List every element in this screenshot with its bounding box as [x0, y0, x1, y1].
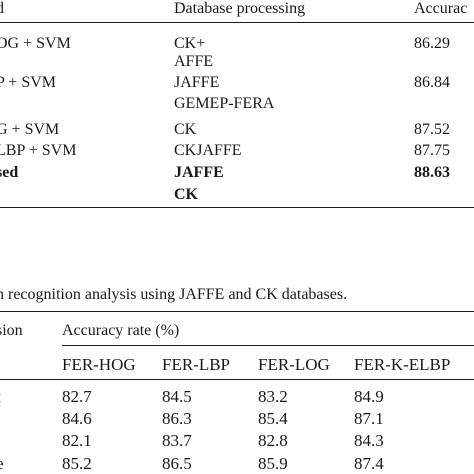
- t1-header-accuracy: Accurac: [414, 0, 468, 17]
- t2-group-rule: [62, 345, 474, 346]
- t1-row-database: CK: [174, 121, 197, 138]
- t1-header-rule: [0, 22, 474, 23]
- t2-col-header: FER-LOG: [258, 355, 330, 374]
- t1-header-database: Database processing: [174, 0, 306, 17]
- t2-caption: n recognition analysis using JAFFE and C…: [0, 286, 348, 303]
- t1-row-database: JAFFE: [174, 74, 220, 91]
- t2-cell: 86.5: [162, 454, 192, 473]
- t1-row-database: CKJAFFE: [174, 142, 242, 159]
- t2-cell: 84.3: [354, 431, 384, 450]
- t2-row-label: e: [0, 455, 4, 472]
- t2-cell: 82.7: [62, 387, 92, 406]
- t2-cell: 83.7: [162, 431, 192, 450]
- t1-row-method: OG + SVM: [0, 35, 71, 52]
- t2-cell: 87.1: [354, 409, 384, 428]
- t1-bottom-rule: [0, 207, 474, 208]
- t2-cell: 84.5: [162, 387, 192, 406]
- t2-header-left: sion: [0, 322, 23, 339]
- t2-header-rule: [0, 379, 474, 380]
- t2-header-group: Accuracy rate (%): [62, 322, 180, 339]
- t1-row-accuracy-proposed: 88.63: [414, 164, 450, 181]
- t2-top-rule: [0, 311, 474, 312]
- t2-col-header: FER-LBP: [162, 355, 231, 374]
- t1-row-database-proposed: JAFFE: [174, 164, 224, 181]
- t2-cell: 82.1: [62, 431, 92, 450]
- t1-row-method: P + SVM: [0, 74, 57, 91]
- t2-cell: 85.4: [258, 409, 288, 428]
- t1-row-database: GEMEP-FERA: [174, 95, 275, 112]
- t1-row-method-proposed: sed: [0, 164, 19, 181]
- t1-row-accuracy: 87.52: [414, 121, 450, 138]
- t2-cell: 85.2: [62, 454, 92, 473]
- t2-col-header: FER-K-ELBP: [354, 355, 451, 374]
- t1-row-method: G + SVM: [0, 121, 60, 138]
- t2-cell: 83.2: [258, 387, 288, 406]
- t1-row-database-proposed: CK: [174, 186, 198, 203]
- t1-row-database: CK+: [174, 35, 206, 52]
- t1-header-method: d: [0, 0, 4, 17]
- t1-row-method: LBP + SVM: [0, 142, 77, 159]
- t1-row-accuracy: 86.84: [414, 74, 450, 91]
- t2-cell: 84.6: [62, 409, 92, 428]
- t2-cell: 84.9: [354, 387, 384, 406]
- t1-row-accuracy: 87.75: [414, 142, 450, 159]
- t2-cell: 86.3: [162, 409, 192, 428]
- t1-row-database: AFFE: [174, 53, 214, 70]
- t2-cell: 85.9: [258, 454, 288, 473]
- t2-cell: 82.8: [258, 431, 288, 450]
- t2-cell: 87.4: [354, 454, 384, 473]
- t2-col-header: FER-HOG: [62, 355, 136, 374]
- t2-row-label: t: [0, 388, 1, 405]
- t1-row-accuracy: 86.29: [414, 35, 450, 52]
